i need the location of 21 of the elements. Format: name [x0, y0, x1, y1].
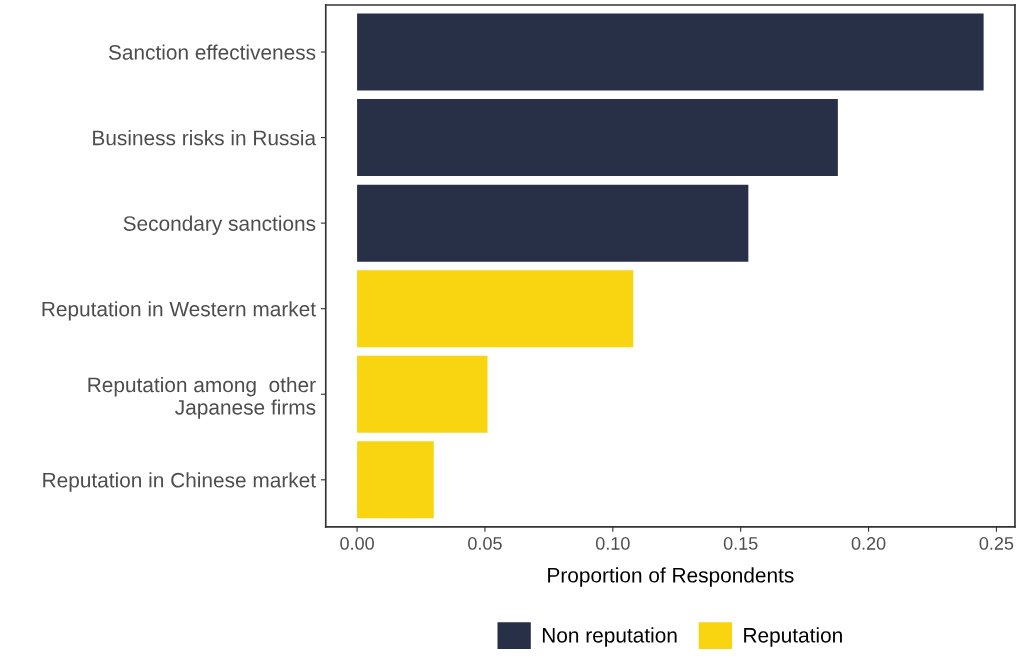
x-axis-title: Proportion of Respondents	[548, 567, 794, 587]
y-tick-label: Reputation in Western market	[42, 301, 316, 321]
x-tick-label: 0.00	[340, 537, 374, 550]
x-tick-label: 0.05	[468, 537, 502, 550]
bar	[357, 13, 984, 91]
y-tick-label: Reputation in Chinese market	[43, 472, 316, 492]
bar	[357, 441, 434, 519]
bar	[357, 355, 488, 433]
y-tick-label: Secondary sanctions	[123, 215, 316, 236]
legend-label: Non reputation	[542, 627, 677, 647]
x-tick-label: 0.15	[723, 537, 758, 550]
x-tick-label: 0.25	[979, 537, 1014, 550]
x-tick-label: 0.20	[851, 537, 886, 550]
legend-label: Reputation	[744, 627, 842, 647]
y-tick-label: Sanction effectiveness	[108, 44, 316, 60]
x-tick-label: 0.10	[595, 537, 630, 550]
y-tick-label: Business risks in Russia	[93, 130, 317, 146]
bar	[357, 270, 634, 348]
y-tick-label: Reputation among other Japanese firms	[88, 376, 316, 419]
bar	[357, 184, 749, 262]
bar	[357, 99, 838, 177]
